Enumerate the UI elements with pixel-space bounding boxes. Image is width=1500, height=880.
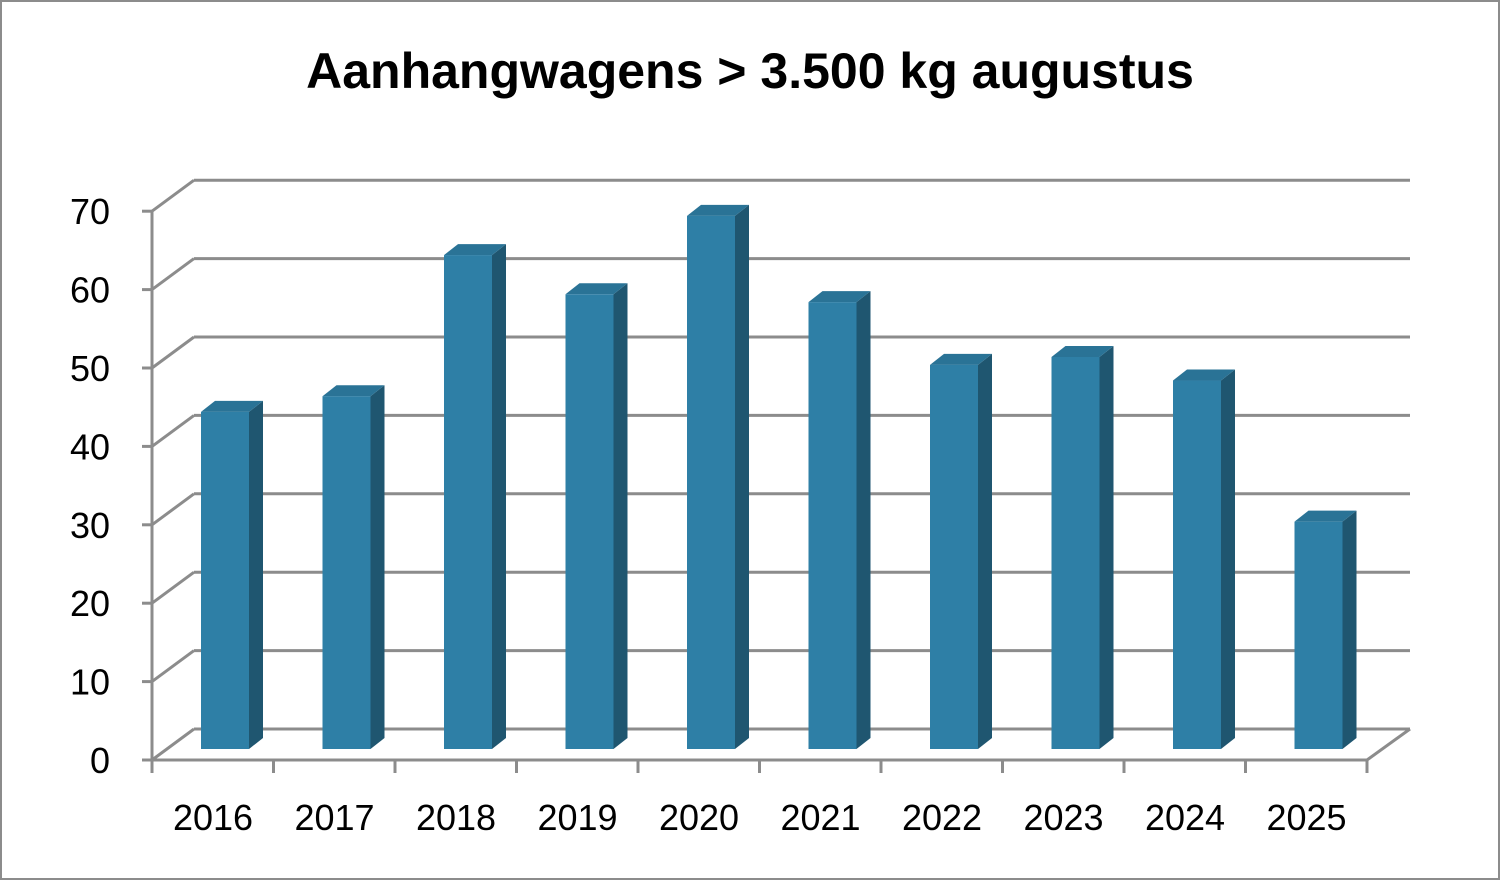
- x-tick-label: 2018: [416, 797, 496, 838]
- bar-top: [201, 400, 263, 412]
- bar: [1173, 380, 1221, 749]
- bar-top: [808, 291, 871, 303]
- bar: [808, 302, 857, 749]
- x-tick-label: 2020: [659, 797, 739, 838]
- bar-top: [1294, 510, 1357, 522]
- floor-edge: [1366, 727, 1411, 762]
- x-tick-label: 2017: [294, 797, 374, 838]
- bar-top: [1173, 369, 1235, 381]
- bar-side: [613, 283, 628, 749]
- bar: [687, 215, 735, 749]
- bar-top: [930, 353, 992, 365]
- y-tick-label: 20: [70, 583, 110, 624]
- bar-side: [1342, 510, 1357, 749]
- gridline-side: [151, 178, 195, 213]
- gridline-side: [151, 335, 195, 370]
- x-tick-label: 2025: [1266, 797, 1346, 838]
- y-tick-label: 30: [70, 505, 110, 546]
- y-tick-label: 40: [70, 426, 110, 467]
- bar-top: [565, 283, 628, 295]
- bar: [565, 294, 614, 749]
- gridline-side: [151, 492, 195, 527]
- bar: [1051, 357, 1100, 749]
- bar-side: [370, 385, 385, 749]
- bar-side: [735, 204, 749, 749]
- y-tick-label: 70: [70, 191, 110, 232]
- bar: [322, 396, 371, 749]
- y-tick-label: 0: [90, 740, 110, 781]
- gridline-side: [151, 649, 195, 683]
- bar-side: [492, 244, 506, 749]
- y-tick-label: 50: [70, 348, 110, 389]
- x-tick-label: 2022: [902, 797, 982, 838]
- gridline-side: [151, 727, 195, 762]
- bar: [930, 364, 978, 749]
- gridline-side: [151, 570, 195, 605]
- bar: [444, 255, 492, 749]
- bar-top: [687, 204, 749, 216]
- x-tick-label: 2024: [1145, 797, 1225, 838]
- x-tick-label: 2016: [173, 797, 253, 838]
- bar-side: [856, 291, 871, 749]
- bar: [1294, 521, 1343, 749]
- x-tick-label: 2023: [1023, 797, 1103, 838]
- bar: [201, 411, 249, 749]
- bar-top: [1051, 346, 1114, 357]
- y-tick-label: 60: [70, 270, 110, 311]
- x-tick-label: 2019: [537, 797, 617, 838]
- bar-side: [249, 400, 263, 749]
- bar-side: [978, 353, 992, 749]
- gridline-side: [151, 257, 195, 291]
- bar-top: [322, 385, 385, 397]
- chart-title: Aanhangwagens > 3.500 kg augustus: [306, 43, 1194, 99]
- bar-side: [1221, 369, 1235, 749]
- bar-top: [444, 244, 506, 256]
- y-tick-label: 10: [70, 662, 110, 703]
- gridline-side: [151, 414, 195, 448]
- x-tick-label: 2021: [780, 797, 860, 838]
- bar-side: [1099, 346, 1114, 749]
